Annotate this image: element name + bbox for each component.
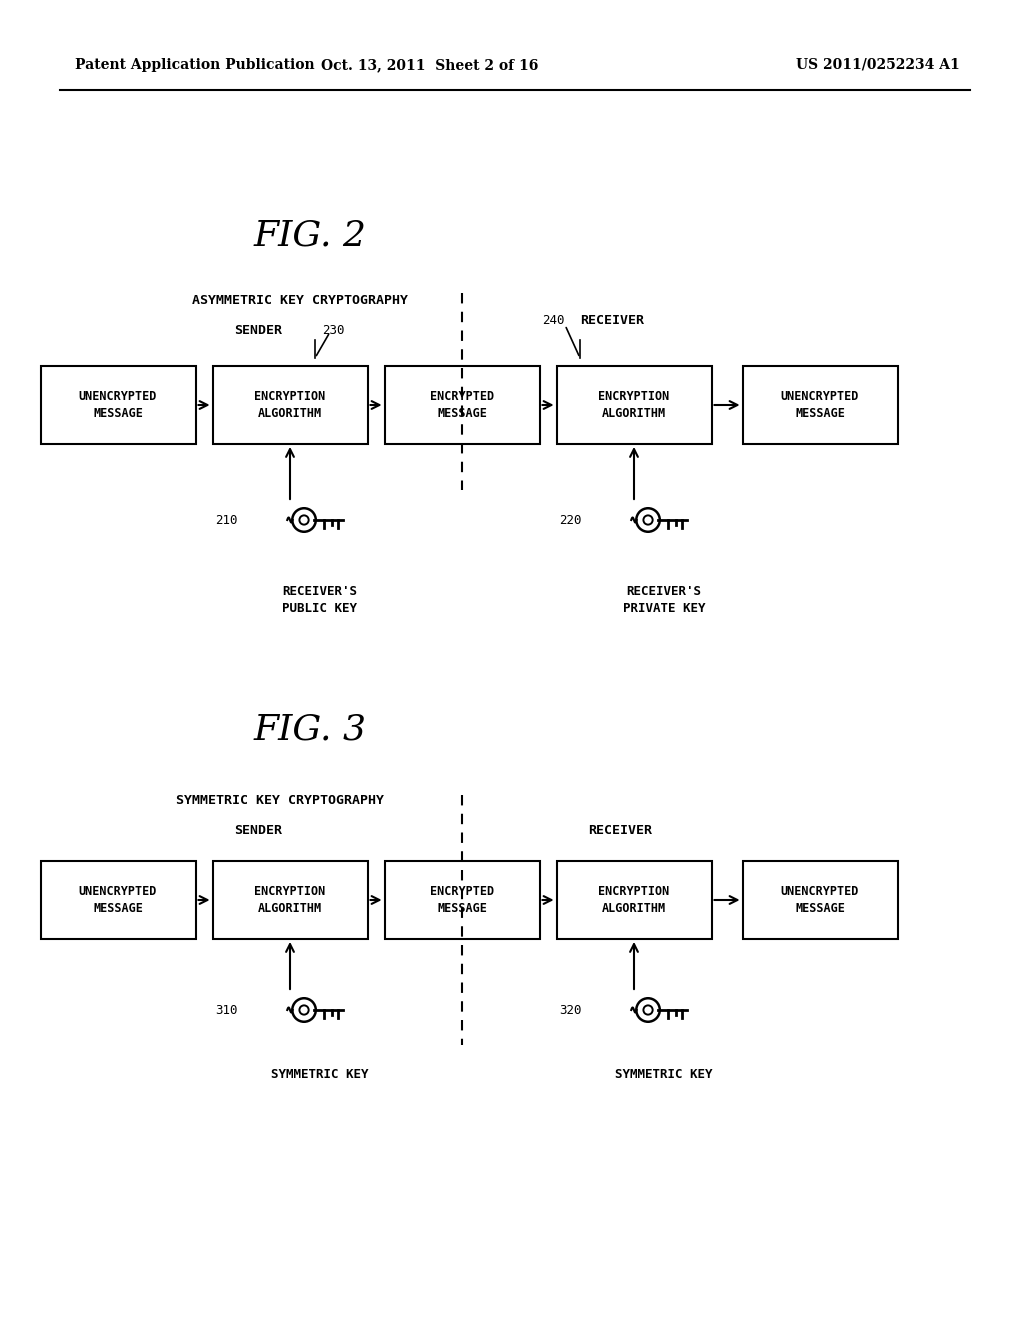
Text: ENCRYPTION
ALGORITHM: ENCRYPTION ALGORITHM: [598, 389, 670, 420]
Text: ENCRYPTION
ALGORITHM: ENCRYPTION ALGORITHM: [598, 884, 670, 915]
Text: UNENCRYPTED
MESSAGE: UNENCRYPTED MESSAGE: [79, 389, 158, 420]
Text: RECEIVER'S
PRIVATE KEY: RECEIVER'S PRIVATE KEY: [623, 585, 706, 615]
Text: 230: 230: [322, 323, 344, 337]
Bar: [41, 861, 196, 939]
Text: ENCRYPTED
MESSAGE: ENCRYPTED MESSAGE: [430, 389, 494, 420]
Text: ENCRYPTION
ALGORITHM: ENCRYPTION ALGORITHM: [254, 884, 326, 915]
Text: 210: 210: [215, 513, 238, 527]
Bar: [213, 861, 368, 939]
Bar: [384, 366, 540, 444]
Text: ENCRYPTION
ALGORITHM: ENCRYPTION ALGORITHM: [254, 389, 326, 420]
Text: Patent Application Publication: Patent Application Publication: [75, 58, 314, 73]
Text: SENDER: SENDER: [234, 824, 282, 837]
Bar: [556, 366, 712, 444]
Text: SYMMETRIC KEY CRYPTOGRAPHY: SYMMETRIC KEY CRYPTOGRAPHY: [176, 793, 384, 807]
Text: SYMMETRIC KEY: SYMMETRIC KEY: [271, 1068, 369, 1081]
Text: SENDER: SENDER: [234, 323, 282, 337]
Text: 320: 320: [559, 1003, 582, 1016]
Text: Oct. 13, 2011  Sheet 2 of 16: Oct. 13, 2011 Sheet 2 of 16: [322, 58, 539, 73]
Bar: [742, 366, 897, 444]
Text: ENCRYPTED
MESSAGE: ENCRYPTED MESSAGE: [430, 884, 494, 915]
Text: FIG. 3: FIG. 3: [254, 713, 367, 747]
Text: UNENCRYPTED
MESSAGE: UNENCRYPTED MESSAGE: [781, 884, 859, 915]
Text: SYMMETRIC KEY: SYMMETRIC KEY: [615, 1068, 713, 1081]
Bar: [213, 366, 368, 444]
Text: UNENCRYPTED
MESSAGE: UNENCRYPTED MESSAGE: [781, 389, 859, 420]
Bar: [556, 861, 712, 939]
Text: ASYMMETRIC KEY CRYPTOGRAPHY: ASYMMETRIC KEY CRYPTOGRAPHY: [193, 293, 408, 306]
Bar: [41, 366, 196, 444]
Text: US 2011/0252234 A1: US 2011/0252234 A1: [797, 58, 961, 73]
Text: 240: 240: [543, 314, 565, 326]
Bar: [384, 861, 540, 939]
Text: RECEIVER'S
PUBLIC KEY: RECEIVER'S PUBLIC KEY: [283, 585, 357, 615]
Text: 220: 220: [559, 513, 582, 527]
Text: FIG. 2: FIG. 2: [254, 218, 367, 252]
Text: RECEIVER: RECEIVER: [580, 314, 644, 326]
Text: 310: 310: [215, 1003, 238, 1016]
Text: UNENCRYPTED
MESSAGE: UNENCRYPTED MESSAGE: [79, 884, 158, 915]
Text: RECEIVER: RECEIVER: [588, 824, 652, 837]
Bar: [742, 861, 897, 939]
